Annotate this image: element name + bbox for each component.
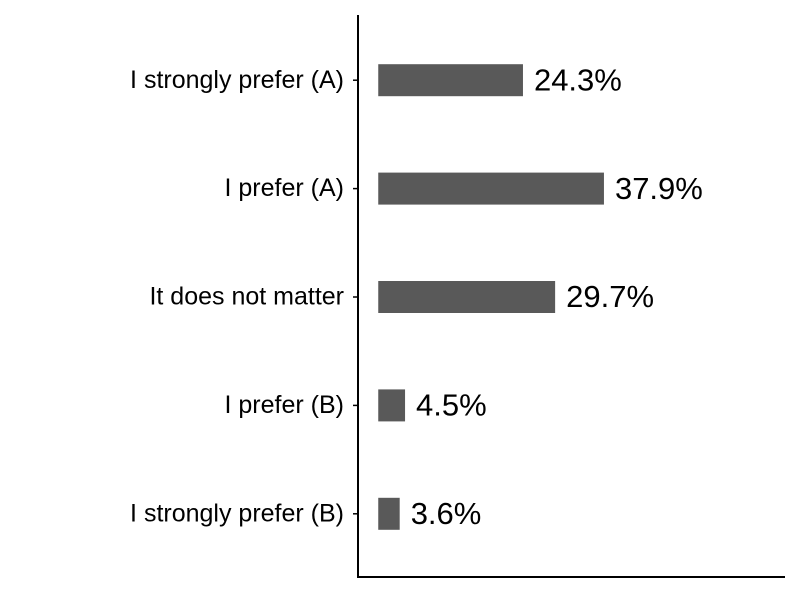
y-tick-label: It does not matter	[149, 283, 344, 311]
value-label: 4.5%	[416, 388, 487, 423]
value-label: 29.7%	[566, 279, 654, 314]
bar	[378, 64, 523, 97]
y-tick-label: I strongly prefer (A)	[130, 66, 344, 94]
value-label: 3.6%	[411, 496, 482, 531]
y-tick-label: I prefer (B)	[225, 391, 344, 419]
y-tick-label: I prefer (A)	[225, 174, 344, 202]
value-label: 24.3%	[534, 62, 622, 97]
y-tick-label: I strongly prefer (B)	[130, 499, 344, 527]
bar	[378, 497, 400, 530]
bar	[378, 281, 556, 313]
bar	[378, 389, 406, 422]
value-label: 37.9%	[615, 171, 703, 206]
bar	[378, 172, 604, 205]
